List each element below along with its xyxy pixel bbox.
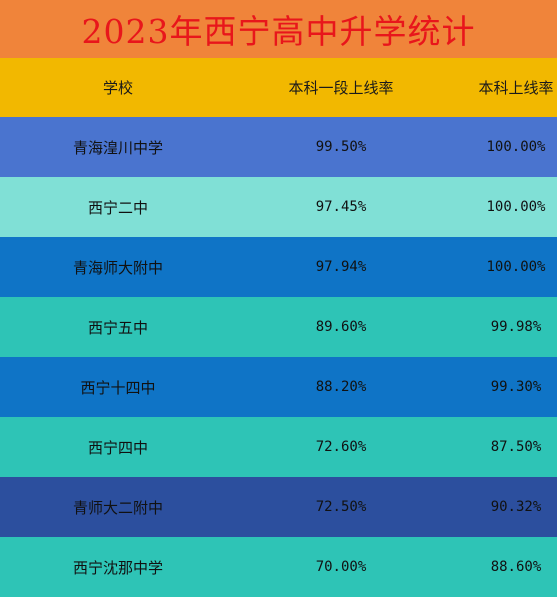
bachelor-rate-cell: 90.32% xyxy=(490,499,542,515)
bachelor-rate-cell: 100.00% xyxy=(486,139,546,155)
table-row: 西宁五中 89.60% 99.98% xyxy=(0,297,557,357)
tier1-rate-cell: 72.50% xyxy=(315,499,367,515)
bachelor-rate-cell: 87.50% xyxy=(490,439,542,455)
header-tier1-rate: 本科一段上线率 xyxy=(288,79,394,97)
school-cell: 青海师大附中 xyxy=(72,258,163,277)
tier1-rate-cell: 88.20% xyxy=(315,379,367,395)
school-cell: 西宁沈那中学 xyxy=(72,558,163,577)
school-cell: 西宁五中 xyxy=(87,318,148,337)
tier1-rate-cell: 70.00% xyxy=(315,559,367,575)
tier1-rate-cell: 72.60% xyxy=(315,439,367,455)
bachelor-rate-cell: 88.60% xyxy=(490,559,542,575)
tier1-rate-cell: 97.45% xyxy=(315,199,367,215)
school-cell: 青海湟川中学 xyxy=(72,138,163,157)
school-cell: 西宁二中 xyxy=(87,198,148,217)
bachelor-rate-cell: 99.30% xyxy=(490,379,542,395)
table-row: 西宁二中 97.45% 100.00% xyxy=(0,177,557,237)
school-cell: 青师大二附中 xyxy=(72,498,163,517)
table-row: 青师大二附中 72.50% 90.32% xyxy=(0,477,557,537)
bachelor-rate-cell: 100.00% xyxy=(486,199,546,215)
table-row: 西宁沈那中学 70.00% 88.60% xyxy=(0,537,557,597)
school-cell: 西宁十四中 xyxy=(80,378,156,397)
header-school: 学校 xyxy=(102,79,133,97)
header-bachelor-rate: 本科上线率 xyxy=(478,79,554,97)
tier1-rate-cell: 97.94% xyxy=(315,259,367,275)
bachelor-rate-cell: 99.98% xyxy=(490,319,542,335)
school-cell: 西宁四中 xyxy=(87,438,148,457)
tier1-rate-cell: 99.50% xyxy=(315,139,367,155)
bachelor-rate-cell: 100.00% xyxy=(486,259,546,275)
tier1-rate-cell: 89.60% xyxy=(315,319,367,335)
page-title: 2023年西宁高中升学统计 xyxy=(0,0,557,58)
table-row: 西宁十四中 88.20% 99.30% xyxy=(0,357,557,417)
table-header: 学校 本科一段上线率 本科上线率 xyxy=(0,58,557,117)
table-row: 青海师大附中 97.94% 100.00% xyxy=(0,237,557,297)
table-row: 青海湟川中学 99.50% 100.00% xyxy=(0,117,557,177)
table-row: 西宁四中 72.60% 87.50% xyxy=(0,417,557,477)
